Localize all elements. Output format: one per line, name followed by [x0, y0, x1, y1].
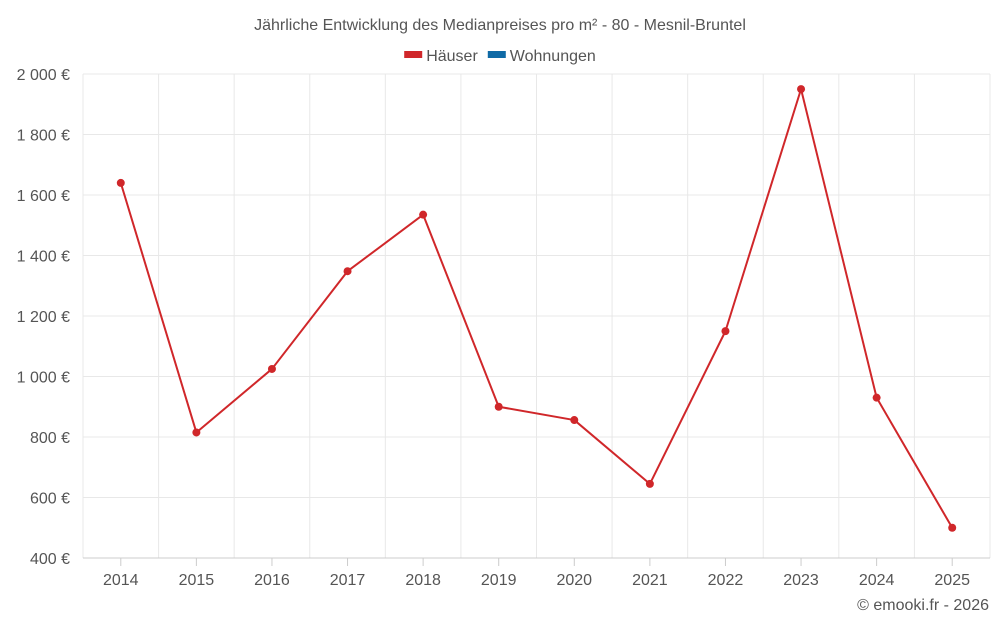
y-tick-label: 400 €	[30, 551, 70, 568]
chart-title: Jährliche Entwicklung des Medianpreises …	[254, 17, 746, 34]
data-point[interactable]	[721, 327, 730, 336]
x-tick-label: 2016	[254, 572, 290, 589]
data-point[interactable]	[872, 393, 881, 402]
y-tick-label: 800 €	[30, 430, 70, 447]
x-tick-label: 2023	[783, 572, 819, 589]
data-point[interactable]	[192, 428, 201, 437]
y-tick-label: 1 800 €	[17, 128, 70, 145]
x-axis: 2014 2015 2016 2017 2018 2019 2020 2021 2022 2023…	[83, 557, 990, 589]
y-tick-label: 1 400 €	[17, 249, 70, 266]
x-tick-label: 2022	[708, 572, 744, 589]
x-tick-label: 2024	[859, 572, 895, 589]
y-tick-label: 2 000 €	[17, 67, 70, 84]
y-tick-label: 1 600 €	[17, 188, 70, 205]
x-tick-label: 2014	[103, 572, 139, 589]
legend-label: Häuser	[426, 48, 478, 65]
x-tick-label: 2019	[481, 572, 517, 589]
data-point[interactable]	[267, 364, 276, 373]
data-point[interactable]	[494, 402, 503, 411]
credit-text: © emooki.fr - 2026	[857, 597, 989, 614]
legend-swatch	[404, 51, 423, 58]
y-tick-label: 1 200 €	[17, 309, 70, 326]
legend-label: Wohnungen	[510, 48, 596, 65]
series-line-0	[119, 88, 954, 529]
data-point[interactable]	[570, 416, 579, 425]
legend-swatch	[487, 51, 506, 58]
x-tick-label: 2015	[179, 572, 215, 589]
y-axis: 400 € 600 € 800 € 1 000 € 1 200 € 1 400 € 1 60…	[17, 67, 70, 568]
x-tick-label: 2025	[934, 572, 970, 589]
y-tick-label: 1 000 €	[17, 370, 70, 387]
x-tick-label: 2020	[556, 572, 592, 589]
legend: Häuser Wohnungen	[404, 48, 596, 65]
x-tick-label: 2017	[330, 572, 366, 589]
x-tick-label: 2018	[405, 572, 441, 589]
grid-lines	[82, 73, 991, 558]
x-tick-label: 2021	[632, 572, 668, 589]
data-point[interactable]	[645, 479, 654, 488]
y-tick-label: 600 €	[30, 491, 70, 508]
data-point[interactable]	[419, 210, 428, 219]
legend-item-1[interactable]: Wohnungen	[487, 48, 596, 65]
data-point[interactable]	[797, 85, 806, 94]
legend-item-0[interactable]: Häuser	[404, 48, 478, 65]
series-layer	[116, 85, 957, 532]
data-point[interactable]	[343, 267, 352, 276]
data-point[interactable]	[948, 523, 957, 532]
data-point[interactable]	[116, 178, 125, 187]
